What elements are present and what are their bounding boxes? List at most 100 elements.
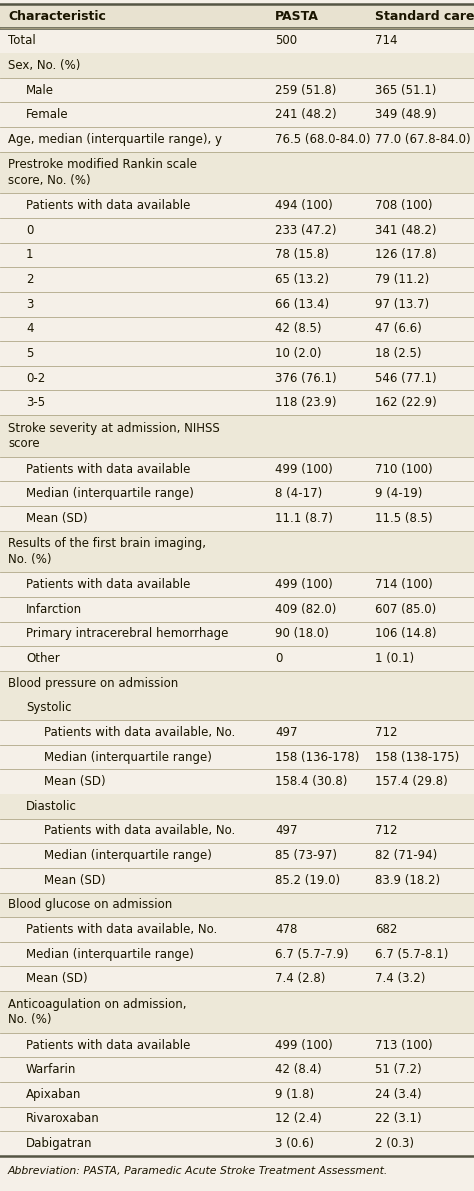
Bar <box>0 292 474 317</box>
Text: 3 (0.6): 3 (0.6) <box>275 1137 314 1151</box>
Text: Mean (SD): Mean (SD) <box>44 874 106 887</box>
Bar <box>0 721 474 744</box>
Text: 3-5: 3-5 <box>26 397 45 410</box>
Text: Other: Other <box>26 651 60 665</box>
Text: 607 (85.0): 607 (85.0) <box>375 603 436 616</box>
Text: Female: Female <box>26 108 69 121</box>
Text: Blood glucose on admission: Blood glucose on admission <box>8 898 172 911</box>
Text: 710 (100): 710 (100) <box>375 462 433 475</box>
Text: 0-2: 0-2 <box>26 372 45 385</box>
Bar <box>0 193 474 218</box>
Text: 11.1 (8.7): 11.1 (8.7) <box>275 512 333 525</box>
Text: 6.7 (5.7-7.9): 6.7 (5.7-7.9) <box>275 948 348 961</box>
Text: 497: 497 <box>275 725 298 738</box>
Text: 494 (100): 494 (100) <box>275 199 333 212</box>
Text: 83.9 (18.2): 83.9 (18.2) <box>375 874 440 887</box>
Text: 499 (100): 499 (100) <box>275 1039 333 1052</box>
Bar <box>0 1131 474 1156</box>
Text: 376 (76.1): 376 (76.1) <box>275 372 337 385</box>
Bar <box>0 1083 474 1106</box>
Text: Male: Male <box>26 83 54 96</box>
Text: 1 (0.1): 1 (0.1) <box>375 651 414 665</box>
Bar <box>0 54 474 77</box>
Bar <box>0 868 474 892</box>
Bar <box>0 991 474 1033</box>
Text: Sex, No. (%): Sex, No. (%) <box>8 58 81 71</box>
Text: 714 (100): 714 (100) <box>375 578 433 591</box>
Text: 708 (100): 708 (100) <box>375 199 432 212</box>
Text: 233 (47.2): 233 (47.2) <box>275 224 337 237</box>
Text: 2: 2 <box>26 273 34 286</box>
Text: PASTA: PASTA <box>275 10 319 23</box>
Text: 499 (100): 499 (100) <box>275 462 333 475</box>
Text: Warfarin: Warfarin <box>26 1064 76 1077</box>
Bar <box>0 391 474 416</box>
Text: 158 (138-175): 158 (138-175) <box>375 750 459 763</box>
Text: 106 (14.8): 106 (14.8) <box>375 628 437 641</box>
Bar <box>0 267 474 292</box>
Text: 499 (100): 499 (100) <box>275 578 333 591</box>
Bar <box>0 696 474 721</box>
Text: 158.4 (30.8): 158.4 (30.8) <box>275 775 347 788</box>
Bar <box>0 102 474 127</box>
Text: 85 (73-97): 85 (73-97) <box>275 849 337 862</box>
Text: Blood pressure on admission: Blood pressure on admission <box>8 676 178 690</box>
Text: Median (interquartile range): Median (interquartile range) <box>44 849 212 862</box>
Text: 118 (23.9): 118 (23.9) <box>275 397 337 410</box>
Bar <box>0 744 474 769</box>
Bar <box>0 456 474 481</box>
Text: Patients with data available: Patients with data available <box>26 578 191 591</box>
Bar <box>0 794 474 818</box>
Bar <box>0 127 474 151</box>
Text: Total: Total <box>8 35 36 48</box>
Text: 42 (8.4): 42 (8.4) <box>275 1064 322 1077</box>
Bar <box>0 942 474 966</box>
Text: 82 (71-94): 82 (71-94) <box>375 849 437 862</box>
Bar <box>0 671 474 696</box>
Bar <box>0 29 474 54</box>
Text: Patients with data available: Patients with data available <box>26 1039 191 1052</box>
Text: 65 (13.2): 65 (13.2) <box>275 273 329 286</box>
Text: 7.4 (3.2): 7.4 (3.2) <box>375 972 425 985</box>
Text: 500: 500 <box>275 35 297 48</box>
Text: 11.5 (8.5): 11.5 (8.5) <box>375 512 433 525</box>
Bar <box>0 1106 474 1131</box>
Text: 7.4 (2.8): 7.4 (2.8) <box>275 972 325 985</box>
Text: 2 (0.3): 2 (0.3) <box>375 1137 414 1151</box>
Text: 90 (18.0): 90 (18.0) <box>275 628 329 641</box>
Text: 712: 712 <box>375 824 398 837</box>
Text: 349 (48.9): 349 (48.9) <box>375 108 437 121</box>
Text: Apixaban: Apixaban <box>26 1087 82 1100</box>
Bar <box>0 531 474 572</box>
Text: 12 (2.4): 12 (2.4) <box>275 1112 322 1125</box>
Text: 42 (8.5): 42 (8.5) <box>275 323 321 336</box>
Text: 8 (4-17): 8 (4-17) <box>275 487 322 500</box>
Text: 47 (6.6): 47 (6.6) <box>375 323 422 336</box>
Text: Anticoagulation on admission,
No. (%): Anticoagulation on admission, No. (%) <box>8 998 186 1027</box>
Text: 24 (3.4): 24 (3.4) <box>375 1087 422 1100</box>
Bar <box>0 1033 474 1058</box>
Bar <box>0 769 474 794</box>
Text: 714: 714 <box>375 35 398 48</box>
Text: 3: 3 <box>26 298 33 311</box>
Text: 22 (3.1): 22 (3.1) <box>375 1112 422 1125</box>
Bar <box>0 506 474 531</box>
Text: Patients with data available: Patients with data available <box>26 199 191 212</box>
Text: 341 (48.2): 341 (48.2) <box>375 224 437 237</box>
Text: Mean (SD): Mean (SD) <box>26 972 88 985</box>
Text: 0: 0 <box>275 651 283 665</box>
Bar <box>0 1058 474 1083</box>
Text: 85.2 (19.0): 85.2 (19.0) <box>275 874 340 887</box>
Text: Rivaroxaban: Rivaroxaban <box>26 1112 100 1125</box>
Text: Prestroke modified Rankin scale
score, No. (%): Prestroke modified Rankin scale score, N… <box>8 158 197 187</box>
Text: 77.0 (67.8-84.0): 77.0 (67.8-84.0) <box>375 133 471 145</box>
Bar <box>0 597 474 622</box>
Text: Mean (SD): Mean (SD) <box>44 775 106 788</box>
Text: Stroke severity at admission, NIHSS
score: Stroke severity at admission, NIHSS scor… <box>8 422 220 450</box>
Text: 158 (136-178): 158 (136-178) <box>275 750 359 763</box>
Bar <box>0 481 474 506</box>
Text: Abbreviation: PASTA, Paramedic Acute Stroke Treatment Assessment.: Abbreviation: PASTA, Paramedic Acute Str… <box>8 1166 388 1177</box>
Bar <box>0 572 474 597</box>
Text: 546 (77.1): 546 (77.1) <box>375 372 437 385</box>
Text: Patients with data available, No.: Patients with data available, No. <box>26 923 217 936</box>
